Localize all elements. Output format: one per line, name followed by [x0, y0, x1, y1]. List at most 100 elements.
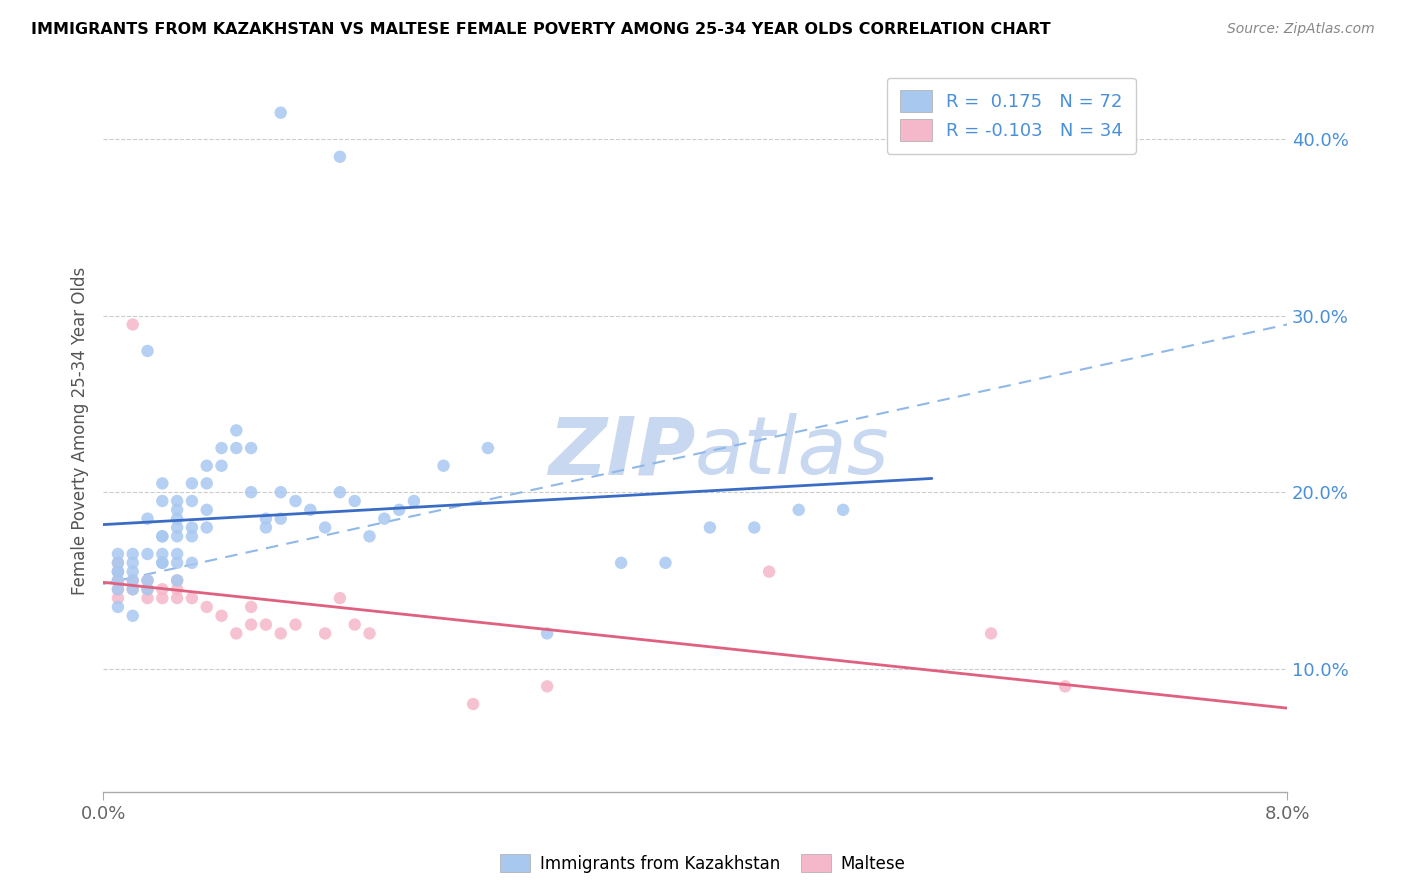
Point — [107, 556, 129, 570]
Point — [166, 511, 188, 525]
Y-axis label: Female Poverty Among 25-34 Year Olds: Female Poverty Among 25-34 Year Olds — [72, 267, 89, 595]
Point — [477, 441, 499, 455]
Point — [107, 547, 129, 561]
Point — [270, 626, 292, 640]
Point — [107, 599, 129, 614]
Point — [136, 591, 159, 606]
Point — [150, 494, 173, 508]
Point — [284, 494, 307, 508]
Point — [136, 582, 159, 597]
Point — [136, 547, 159, 561]
Point — [150, 591, 173, 606]
Point — [181, 529, 204, 543]
Point — [107, 565, 129, 579]
Point — [787, 503, 810, 517]
Point — [107, 574, 129, 588]
Point — [121, 582, 143, 597]
Point — [150, 476, 173, 491]
Point — [240, 617, 263, 632]
Point — [166, 574, 188, 588]
Point — [254, 520, 277, 534]
Point — [359, 626, 381, 640]
Point — [211, 458, 233, 473]
Point — [166, 591, 188, 606]
Point — [373, 511, 395, 525]
Point — [107, 565, 129, 579]
Point — [388, 503, 411, 517]
Point — [402, 494, 425, 508]
Point — [270, 105, 292, 120]
Point — [610, 556, 633, 570]
Point — [211, 441, 233, 455]
Point — [150, 556, 173, 570]
Point — [181, 556, 204, 570]
Point — [136, 582, 159, 597]
Point — [758, 565, 780, 579]
Point — [107, 591, 129, 606]
Text: Source: ZipAtlas.com: Source: ZipAtlas.com — [1227, 22, 1375, 37]
Point — [166, 529, 188, 543]
Point — [107, 582, 129, 597]
Point — [461, 697, 484, 711]
Point — [240, 441, 263, 455]
Point — [121, 608, 143, 623]
Point — [136, 574, 159, 588]
Legend: Immigrants from Kazakhstan, Maltese: Immigrants from Kazakhstan, Maltese — [494, 847, 912, 880]
Point — [329, 150, 352, 164]
Point — [150, 582, 173, 597]
Point — [150, 529, 173, 543]
Point — [121, 565, 143, 579]
Text: atlas: atlas — [695, 413, 890, 491]
Point — [329, 485, 352, 500]
Point — [166, 547, 188, 561]
Point — [195, 503, 218, 517]
Point — [107, 565, 129, 579]
Point — [195, 458, 218, 473]
Point — [150, 556, 173, 570]
Point — [225, 441, 247, 455]
Point — [329, 591, 352, 606]
Point — [536, 626, 558, 640]
Legend: R =  0.175   N = 72, R = -0.103   N = 34: R = 0.175 N = 72, R = -0.103 N = 34 — [887, 78, 1136, 154]
Point — [181, 591, 204, 606]
Point — [107, 556, 129, 570]
Point — [166, 503, 188, 517]
Point — [166, 582, 188, 597]
Point — [166, 520, 188, 534]
Text: ZIP: ZIP — [548, 413, 695, 491]
Point — [240, 485, 263, 500]
Point — [699, 520, 721, 534]
Point — [166, 556, 188, 570]
Point — [299, 503, 322, 517]
Point — [121, 318, 143, 332]
Point — [314, 626, 336, 640]
Point — [343, 494, 366, 508]
Point — [1054, 679, 1077, 693]
Point — [270, 485, 292, 500]
Point — [225, 424, 247, 438]
Point — [121, 556, 143, 570]
Point — [107, 574, 129, 588]
Point — [211, 608, 233, 623]
Point — [121, 582, 143, 597]
Point — [240, 599, 263, 614]
Point — [150, 547, 173, 561]
Point — [343, 617, 366, 632]
Point — [136, 343, 159, 358]
Point — [284, 617, 307, 632]
Point — [121, 547, 143, 561]
Point — [136, 574, 159, 588]
Point — [742, 520, 765, 534]
Point — [181, 494, 204, 508]
Point — [136, 511, 159, 525]
Point — [254, 511, 277, 525]
Text: IMMIGRANTS FROM KAZAKHSTAN VS MALTESE FEMALE POVERTY AMONG 25-34 YEAR OLDS CORRE: IMMIGRANTS FROM KAZAKHSTAN VS MALTESE FE… — [31, 22, 1050, 37]
Point — [181, 520, 204, 534]
Point — [195, 599, 218, 614]
Point — [195, 476, 218, 491]
Point — [536, 679, 558, 693]
Point — [254, 617, 277, 632]
Point — [654, 556, 676, 570]
Point — [166, 574, 188, 588]
Point — [432, 458, 454, 473]
